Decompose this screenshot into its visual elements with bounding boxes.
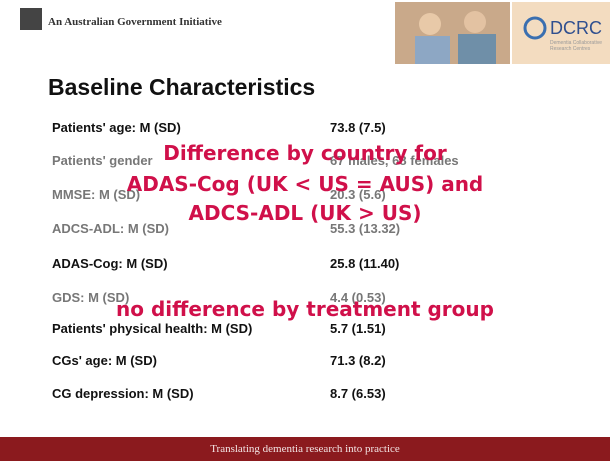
row-label: CGs' age: M (SD): [52, 353, 157, 368]
row-value: 8.7 (6.53): [330, 386, 386, 401]
title: Baseline Characteristics: [48, 74, 315, 101]
row-label: ADAS-Cog: M (SD): [52, 256, 168, 271]
header-graphics: [0, 0, 610, 70]
crest: [20, 8, 42, 30]
overlay-text: Difference by country for: [0, 141, 610, 165]
overlay-text: ADCS-ADL (UK > US): [0, 201, 610, 225]
logo-text: DCRC: [550, 18, 602, 39]
row-label: Patients' physical health: M (SD): [52, 321, 252, 336]
row-value: 71.3 (8.2): [330, 353, 386, 368]
row-label: CG depression: M (SD): [52, 386, 194, 401]
row-value: 73.8 (7.5): [330, 120, 386, 135]
footer: Translating dementia research into pract…: [0, 437, 610, 461]
row-value: 25.8 (11.40): [330, 256, 399, 271]
overlay-text: ADAS-Cog (UK < US = AUS) and: [0, 172, 610, 196]
overlay-text: no difference by treatment group: [0, 297, 610, 321]
logo-sub: Dementia Collaborative Research Centres: [550, 40, 608, 52]
org-text: An Australian Government Initiative: [48, 16, 222, 28]
row-value: 5.7 (1.51): [330, 321, 386, 336]
slide: An Australian Government Initiative DCRC…: [0, 0, 610, 461]
row-label: Patients' age: M (SD): [52, 120, 181, 135]
